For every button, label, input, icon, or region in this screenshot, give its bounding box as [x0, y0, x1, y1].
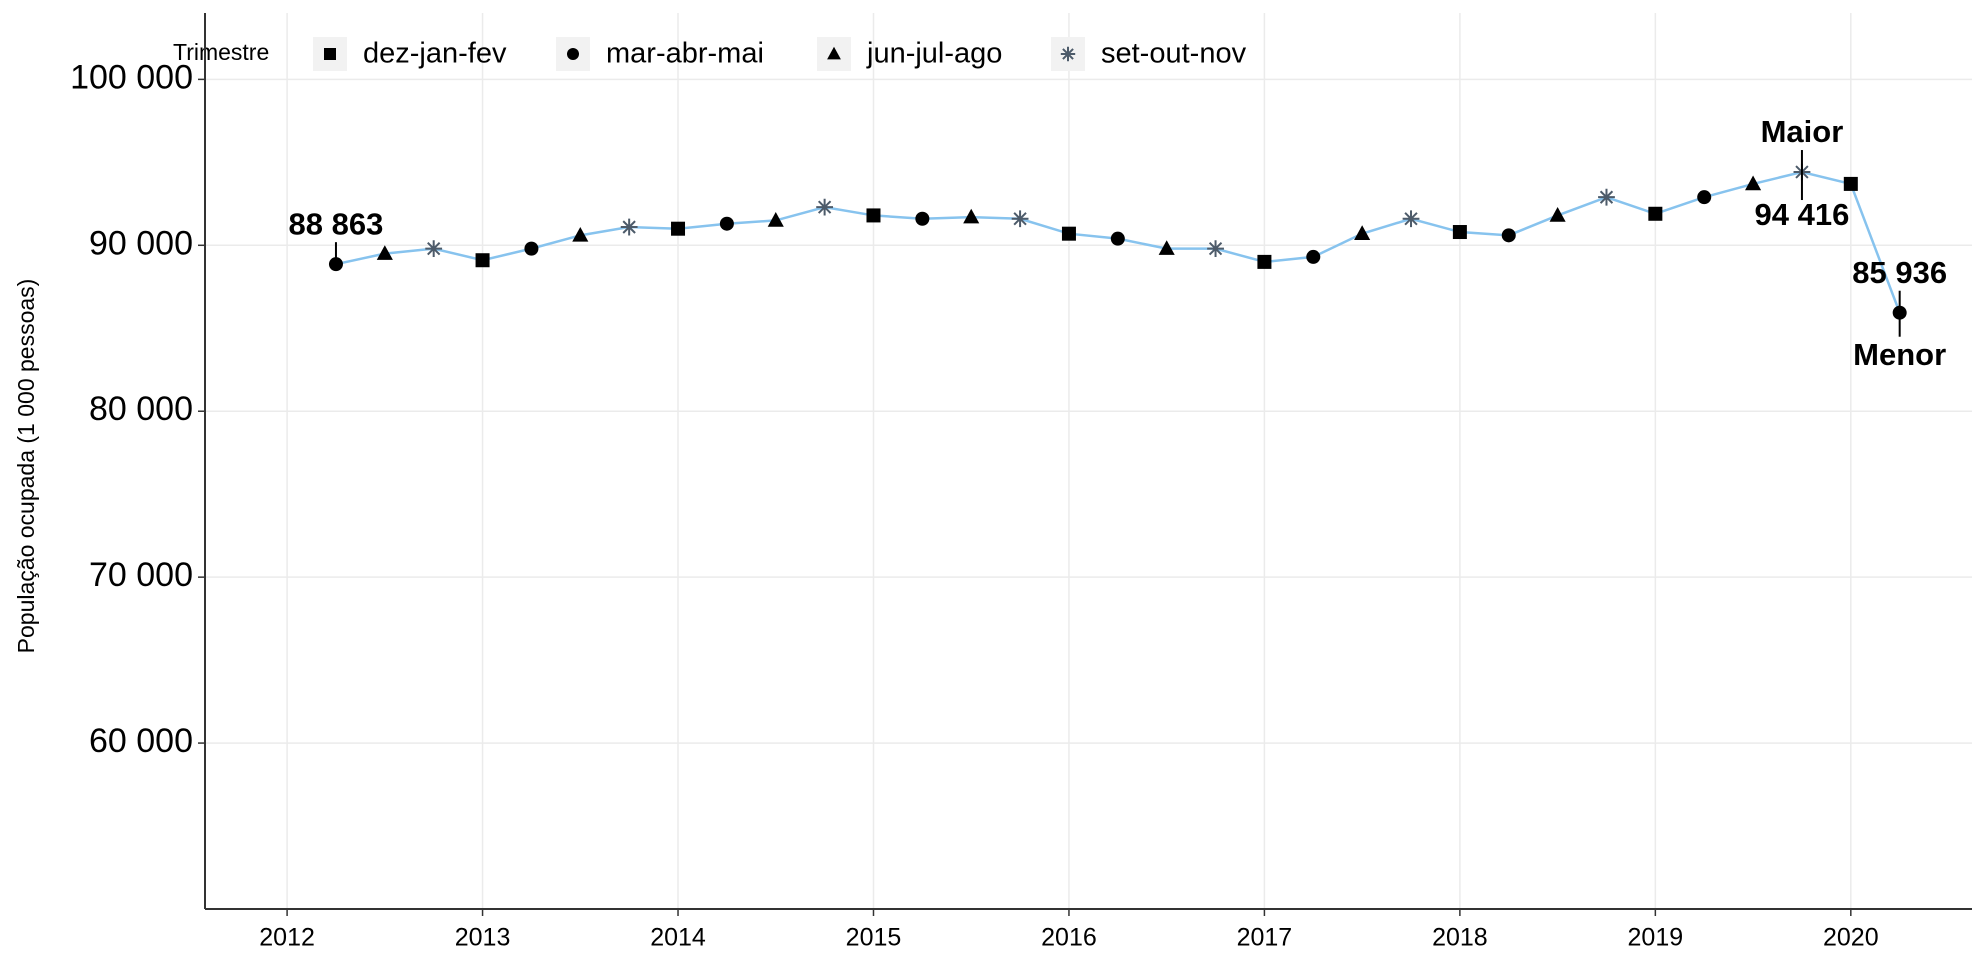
marker — [1207, 240, 1224, 258]
marker — [1257, 254, 1272, 269]
marker — [719, 216, 734, 231]
x-tick-label: 2020 — [1823, 924, 1879, 952]
value-label: 88 863 — [289, 206, 384, 241]
legend-marker — [1060, 46, 1076, 62]
x-tick-label: 2014 — [650, 924, 706, 952]
marker — [1061, 226, 1076, 241]
marker — [376, 245, 393, 260]
marker — [671, 221, 686, 236]
legend-label: dez-jan-fev — [363, 38, 507, 70]
marker — [963, 208, 980, 224]
y-tick-label: 80 000 — [89, 390, 193, 428]
marker — [524, 241, 539, 256]
marker — [1501, 228, 1516, 243]
marker — [1843, 176, 1858, 191]
x-tick-label: 2018 — [1432, 924, 1488, 952]
legend-label: set-out-nov — [1101, 38, 1247, 70]
marker — [475, 253, 490, 268]
value-label: 94 416 — [1755, 197, 1850, 232]
annotation: Menor — [1853, 337, 1946, 372]
x-tick-label: 2016 — [1041, 924, 1097, 952]
marker — [1452, 225, 1467, 240]
marker — [1158, 240, 1175, 255]
legend-marker — [827, 46, 841, 60]
y-tick-label: 90 000 — [89, 224, 193, 262]
x-tick-label: 2013 — [455, 924, 511, 952]
marker — [1402, 210, 1420, 228]
legend-title: Trimestre — [173, 39, 269, 65]
marker — [425, 240, 443, 258]
marker — [816, 198, 834, 216]
legend-marker — [324, 48, 336, 60]
marker — [1648, 206, 1663, 221]
marker — [1011, 210, 1029, 228]
marker — [915, 211, 930, 226]
marker — [1697, 190, 1712, 205]
marker — [767, 212, 784, 227]
marker — [1598, 188, 1615, 206]
annotation: Maior — [1761, 114, 1844, 149]
marker — [1306, 249, 1321, 264]
legend-label: mar-abr-mai — [606, 38, 764, 70]
x-tick-label: 2019 — [1628, 924, 1684, 952]
marker — [572, 226, 589, 242]
marker — [1745, 175, 1762, 191]
legend-label: jun-jul-ago — [866, 38, 1002, 70]
x-tick-label: 2017 — [1237, 924, 1293, 952]
marker — [1549, 207, 1566, 222]
y-tick-label: 60 000 — [89, 722, 193, 760]
x-tick-label: 2015 — [846, 924, 902, 952]
marker — [1110, 231, 1125, 246]
value-label: 85 936 — [1852, 255, 1947, 290]
marker — [1354, 225, 1371, 240]
marker — [866, 208, 881, 223]
x-tick-label: 2012 — [259, 924, 315, 952]
y-axis-title: População ocupada (1 000 pessoas) — [13, 279, 39, 654]
marker — [620, 218, 638, 236]
legend-marker — [567, 48, 579, 60]
y-tick-label: 70 000 — [89, 556, 193, 594]
y-tick-label: 100 000 — [70, 58, 193, 96]
